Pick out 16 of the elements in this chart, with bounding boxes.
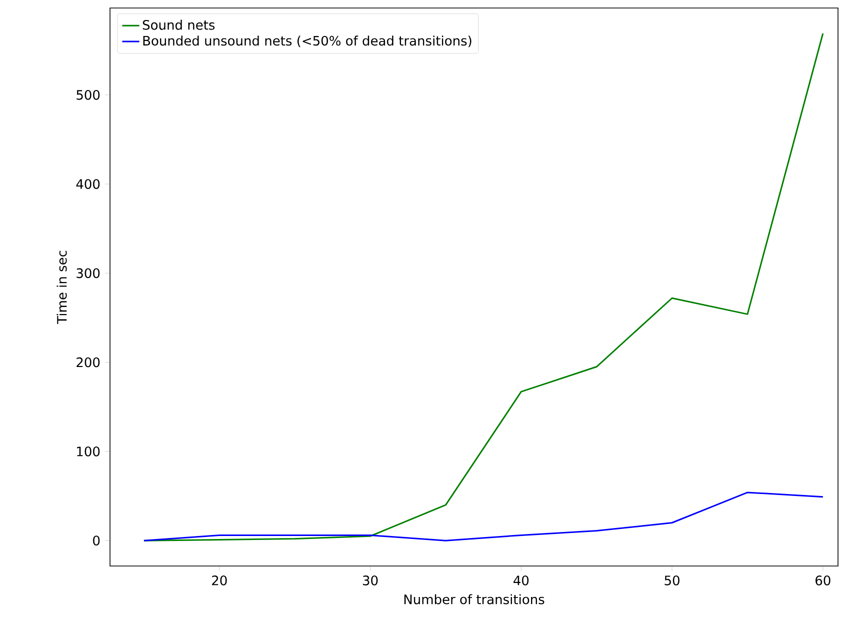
y-tick-label: 100 [77, 446, 100, 456]
x-tick-label: 50 [664, 576, 680, 586]
y-tick-label: 200 [76, 357, 100, 368]
legend-label: Sound nets [142, 20, 215, 30]
x-tick-label: 30 [362, 576, 378, 586]
x-tick-label: 60 [816, 576, 830, 586]
y-tick-label: 400 [76, 179, 100, 189]
line-series [143, 32, 824, 542]
legend-label: Bounded unsound nets (<50% of dead transitions) [143, 36, 472, 48]
x-tick-label: 20 [212, 576, 227, 586]
y-axis-title: Time in sec [56, 250, 67, 324]
y-tick-label: 300 [76, 268, 100, 278]
x-axis-title: Number of transitions [404, 594, 544, 604]
y-tick-label: 0 [93, 536, 100, 546]
y-tick-label: 500 [76, 90, 100, 100]
x-tick-label: 40 [514, 576, 529, 586]
